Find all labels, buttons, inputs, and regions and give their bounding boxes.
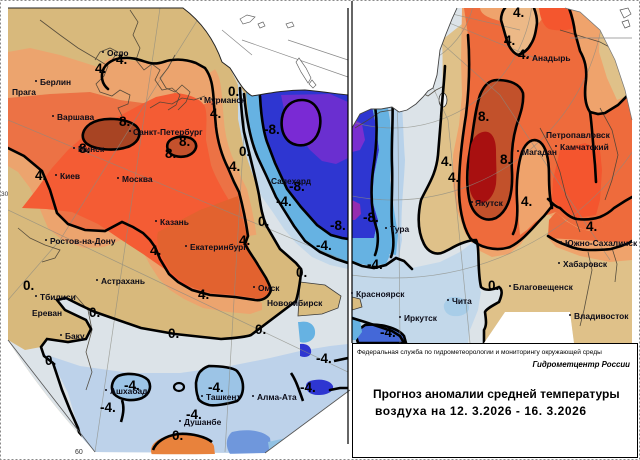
- svg-text:4.: 4.: [504, 33, 515, 48]
- svg-text:Ашхабад: Ашхабад: [110, 386, 148, 396]
- svg-text:Прага: Прага: [12, 87, 36, 97]
- svg-text:Камчатский: Камчатский: [560, 142, 609, 152]
- svg-text:Санкт-Петербург: Санкт-Петербург: [133, 127, 203, 137]
- svg-text:-4.: -4.: [100, 400, 116, 415]
- svg-text:Киев: Киев: [60, 171, 80, 181]
- svg-text:4.: 4.: [448, 170, 459, 185]
- svg-text:0.: 0.: [45, 353, 56, 368]
- svg-text:-4.: -4.: [124, 378, 140, 393]
- svg-text:Алма-Ата: Алма-Ата: [257, 392, 297, 402]
- svg-text:Екатеринбург: Екатеринбург: [190, 242, 247, 252]
- svg-text:-8.: -8.: [330, 218, 346, 233]
- svg-text:4.: 4.: [150, 243, 161, 258]
- svg-text:4.: 4.: [586, 219, 597, 234]
- svg-text:Ташкент: Ташкент: [206, 392, 241, 402]
- svg-text:-4.: -4.: [380, 325, 396, 340]
- svg-text:Благовещенск: Благовещенск: [513, 282, 574, 292]
- svg-text:-8.: -8.: [264, 122, 280, 137]
- svg-text:0.: 0.: [23, 278, 34, 293]
- svg-text:Осло: Осло: [107, 48, 129, 58]
- svg-text:4.: 4.: [116, 52, 127, 67]
- svg-text:Петропавловск: Петропавловск: [546, 130, 611, 140]
- svg-text:-4.: -4.: [276, 194, 292, 209]
- svg-text:0.: 0.: [89, 305, 100, 320]
- svg-text:воздуха на 12. 3.2026 - 16.: воздуха на 12. 3.2026 - 16. 3.2026: [375, 404, 586, 418]
- svg-text:4.: 4.: [518, 47, 529, 62]
- svg-text:-8.: -8.: [363, 210, 379, 225]
- svg-text:4.: 4.: [35, 168, 46, 183]
- svg-text:Новосибирск: Новосибирск: [267, 298, 323, 308]
- svg-text:Мурманск: Мурманск: [204, 95, 246, 105]
- svg-text:4.: 4.: [521, 194, 532, 209]
- svg-text:-4.: -4.: [316, 238, 332, 253]
- svg-text:Красноярск: Красноярск: [356, 289, 405, 299]
- svg-text:4.: 4.: [210, 106, 221, 121]
- svg-text:Салехард: Салехард: [271, 176, 312, 186]
- svg-text:-4.: -4.: [316, 351, 332, 366]
- svg-text:0.: 0.: [228, 84, 239, 99]
- svg-text:8.: 8.: [79, 141, 90, 156]
- svg-text:4.: 4.: [229, 159, 240, 174]
- svg-text:8.: 8.: [165, 146, 176, 161]
- svg-text:Казань: Казань: [160, 217, 189, 227]
- svg-text:Омск: Омск: [258, 283, 280, 293]
- svg-text:Ростов-на-Дону: Ростов-на-Дону: [50, 236, 116, 246]
- svg-text:Берлин: Берлин: [40, 77, 71, 87]
- svg-text:Чита: Чита: [452, 296, 472, 306]
- svg-text:Тура: Тура: [390, 224, 409, 234]
- svg-text:30: 30: [1, 191, 9, 198]
- svg-text:4.: 4.: [513, 5, 524, 20]
- svg-text:4.: 4.: [239, 233, 250, 248]
- svg-text:0.: 0.: [258, 214, 269, 229]
- svg-text:8.: 8.: [179, 134, 190, 149]
- svg-text:4.: 4.: [198, 287, 209, 302]
- svg-text:4.: 4.: [95, 61, 106, 76]
- svg-text:8.: 8.: [119, 114, 130, 129]
- svg-text:Южно-Сахалинск: Южно-Сахалинск: [565, 238, 638, 248]
- svg-text:4.: 4.: [441, 154, 452, 169]
- svg-text:Прогноз аномалии средней темпе: Прогноз аномалии средней температуры: [373, 387, 620, 401]
- svg-text:Хабаровск: Хабаровск: [563, 259, 608, 269]
- svg-text:0.: 0.: [168, 326, 179, 341]
- svg-text:Федеральная служба по гидромет: Федеральная служба по гидрометеорологии …: [357, 348, 602, 356]
- svg-text:Душанбе: Душанбе: [184, 417, 222, 427]
- svg-text:60: 60: [75, 449, 83, 456]
- svg-text:0.: 0.: [296, 265, 307, 280]
- svg-text:Ереван: Ереван: [32, 308, 62, 318]
- svg-text:-4.: -4.: [367, 257, 383, 272]
- svg-text:0.: 0.: [172, 428, 183, 443]
- svg-text:Якутск: Якутск: [475, 198, 504, 208]
- svg-text:0.: 0.: [488, 278, 499, 293]
- svg-text:Тбилиси: Тбилиси: [40, 292, 76, 302]
- svg-text:-8.: -8.: [289, 179, 305, 194]
- svg-text:-4.: -4.: [186, 407, 202, 422]
- svg-text:0.: 0.: [239, 144, 250, 159]
- svg-text:Минск: Минск: [78, 144, 105, 154]
- svg-text:Гидрометцентр России: Гидрометцентр России: [533, 360, 631, 369]
- svg-text:Баку: Баку: [65, 331, 85, 341]
- svg-text:Анадырь: Анадырь: [532, 53, 571, 63]
- svg-text:-4.: -4.: [300, 380, 316, 395]
- svg-text:8.: 8.: [478, 109, 489, 124]
- svg-text:Владивосток: Владивосток: [574, 311, 629, 321]
- svg-text:Магадан: Магадан: [522, 147, 557, 157]
- svg-text:-4.: -4.: [208, 380, 224, 395]
- svg-text:Иркутск: Иркутск: [404, 313, 438, 323]
- svg-text:Астрахань: Астрахань: [101, 276, 145, 286]
- svg-text:0.: 0.: [255, 322, 266, 337]
- svg-text:Варшава: Варшава: [57, 112, 94, 122]
- svg-text:Москва: Москва: [122, 174, 153, 184]
- svg-text:8.: 8.: [500, 152, 511, 167]
